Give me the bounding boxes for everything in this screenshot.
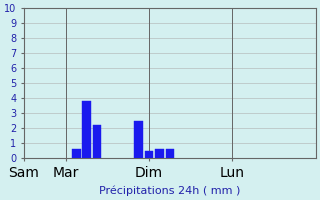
Bar	[134, 121, 143, 158]
Bar	[145, 151, 154, 158]
X-axis label: Précipitations 24h ( mm ): Précipitations 24h ( mm )	[99, 185, 241, 196]
Bar	[82, 101, 91, 158]
Bar	[93, 125, 101, 158]
Bar	[72, 149, 81, 158]
Bar	[155, 149, 164, 158]
Bar	[166, 149, 174, 158]
